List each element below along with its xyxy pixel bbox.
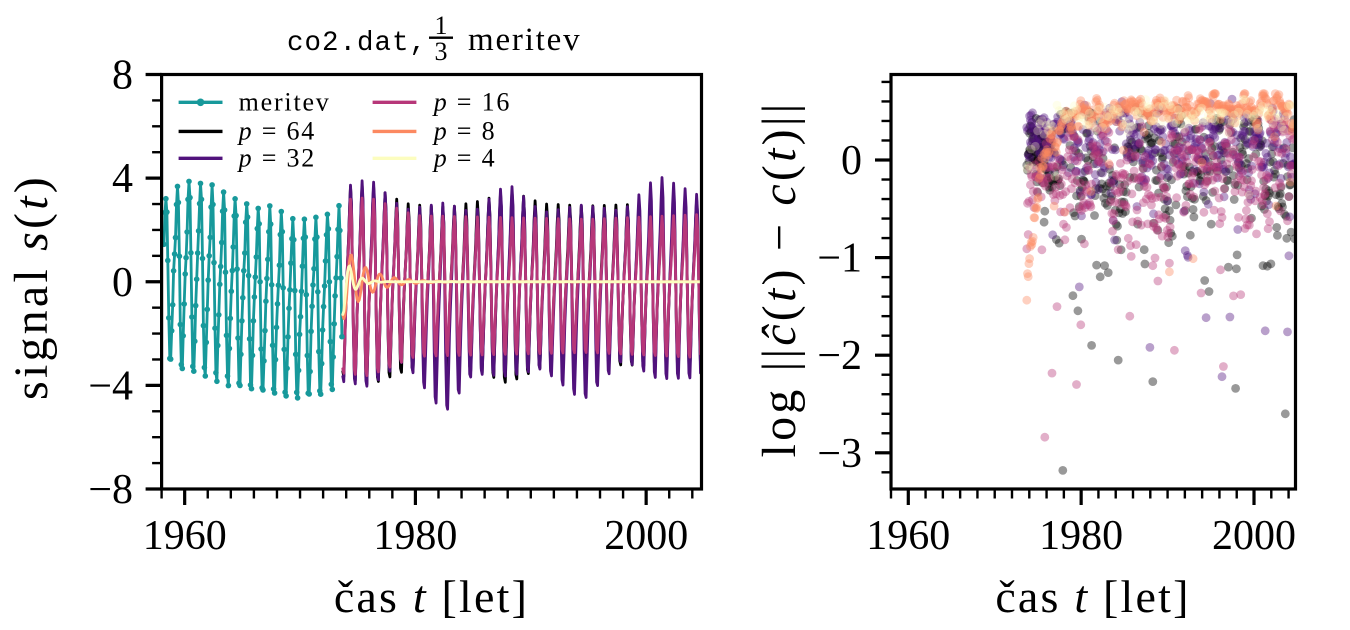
svg-text:1980: 1980 <box>1039 513 1123 559</box>
svg-text:−2: −2 <box>817 333 862 379</box>
svg-text:čas t [let]: čas t [let] <box>334 571 529 622</box>
svg-text:p = 8: p = 8 <box>432 116 497 145</box>
svg-text:1960: 1960 <box>143 513 227 559</box>
svg-text:čas t [let]: čas t [let] <box>995 571 1190 622</box>
svg-text:1: 1 <box>435 11 448 40</box>
svg-text:−4: −4 <box>88 363 133 409</box>
svg-text:−1: −1 <box>817 236 862 282</box>
svg-text:log ||ĉ(t) − c(t)||: log ||ĉ(t) − c(t)|| <box>753 101 806 458</box>
svg-text:−3: −3 <box>817 431 862 477</box>
svg-text:co2.dat,: co2.dat, <box>287 28 427 59</box>
svg-text:1960: 1960 <box>866 513 950 559</box>
svg-text:p = 4: p = 4 <box>432 143 497 172</box>
svg-text:3: 3 <box>435 37 448 66</box>
svg-text:meritev: meritev <box>239 87 331 116</box>
svg-text:p = 64: p = 64 <box>237 116 316 145</box>
svg-text:8: 8 <box>112 53 133 99</box>
svg-text:p = 16: p = 16 <box>432 87 511 116</box>
svg-text:0: 0 <box>841 138 862 184</box>
svg-text:meritev: meritev <box>468 22 581 58</box>
svg-text:0: 0 <box>112 260 133 306</box>
svg-text:2000: 2000 <box>604 513 688 559</box>
svg-text:1980: 1980 <box>373 513 457 559</box>
svg-text:2000: 2000 <box>1212 513 1296 559</box>
svg-text:p = 32: p = 32 <box>237 143 316 172</box>
svg-text:signal s(t): signal s(t) <box>5 174 58 400</box>
svg-text:4: 4 <box>112 156 133 202</box>
svg-text:−8: −8 <box>88 467 133 513</box>
